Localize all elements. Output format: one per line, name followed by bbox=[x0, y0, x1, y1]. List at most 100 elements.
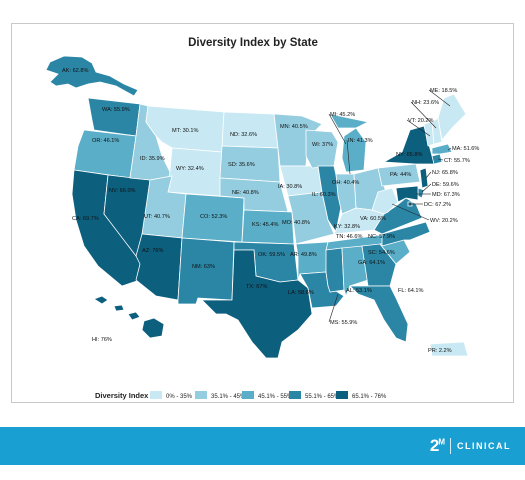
state-label-nh: NH: 23.6% bbox=[412, 100, 439, 106]
state-md bbox=[395, 185, 419, 203]
state-label-mn: MN: 40.5% bbox=[280, 124, 308, 130]
state-label-al: AL: 53.1% bbox=[346, 288, 372, 294]
map-legend: Diversity Index 0% - 35% 35.1% - 45% 45.1%… bbox=[95, 391, 387, 400]
state-label-fl: FL: 64.1% bbox=[398, 288, 424, 294]
state-label-nm: NM: 63% bbox=[192, 264, 215, 270]
state-va bbox=[373, 197, 423, 235]
state-label-dc: DC: 67.2% bbox=[424, 202, 451, 208]
state-label-nj: NJ: 65.8% bbox=[432, 170, 458, 176]
state-fl bbox=[349, 285, 409, 343]
state-label-hi: HI: 76% bbox=[92, 337, 112, 343]
state-mi bbox=[329, 113, 370, 173]
legend-label: 65.1% - 76% bbox=[352, 394, 387, 400]
legend-label: 0% - 35% bbox=[166, 394, 193, 400]
state-wy bbox=[167, 147, 223, 197]
state-nj bbox=[419, 167, 429, 189]
state-label-az: AZ: 76% bbox=[142, 248, 163, 254]
state-label-mt: MT: 30.1% bbox=[172, 128, 198, 134]
state-label-ky: KY: 32.8% bbox=[334, 224, 360, 230]
legend-label: 45.1% - 55% bbox=[258, 394, 293, 400]
state-me bbox=[437, 93, 467, 141]
leader-line-nh bbox=[410, 101, 437, 129]
leader-line-ma bbox=[447, 147, 452, 151]
legend-swatch bbox=[336, 391, 348, 399]
legend-title: Diversity Index bbox=[95, 391, 149, 400]
state-label-wa: WA: 55.9% bbox=[102, 107, 130, 113]
state-pa bbox=[377, 163, 421, 187]
state-label-md: MD: 67.3% bbox=[432, 192, 460, 198]
leader-line-wv bbox=[391, 203, 430, 221]
brand-mark: 2M bbox=[429, 436, 445, 455]
state-label-sc: SC: 54.6% bbox=[368, 250, 395, 256]
leader-line-me bbox=[428, 89, 451, 107]
state-nd bbox=[221, 111, 279, 149]
state-ct bbox=[431, 153, 443, 165]
state-label-wy: WY: 32.4% bbox=[176, 166, 204, 172]
brand-logo: 2M CLINICAL bbox=[430, 436, 511, 456]
state-label-ia: IA: 30.8% bbox=[278, 184, 302, 190]
state-label-in: IN: 41.3% bbox=[348, 138, 373, 144]
state-label-or: OR: 46.1% bbox=[92, 138, 119, 144]
brand-divider bbox=[450, 438, 451, 454]
state-label-mi: MI: 45.2% bbox=[330, 112, 355, 118]
state-label-me: ME: 18.5% bbox=[430, 88, 457, 94]
state-label-ct: CT: 55.7% bbox=[444, 158, 470, 164]
map-card: Diversity Index by State AK: 62.8% HI: 76… bbox=[11, 23, 514, 403]
state-label-pa: PA: 44% bbox=[390, 172, 411, 178]
legend-swatch bbox=[150, 391, 162, 399]
state-label-ga: GA: 64.1% bbox=[358, 260, 385, 266]
state-nc bbox=[381, 221, 431, 247]
state-ms bbox=[325, 247, 345, 293]
state-label-co: CO: 52.3% bbox=[200, 214, 227, 220]
state-label-ms: MS: 55.9% bbox=[330, 320, 357, 326]
leader-line-nj bbox=[425, 171, 432, 179]
state-de bbox=[417, 187, 425, 199]
state-nm bbox=[177, 237, 235, 305]
legend-swatch bbox=[289, 391, 301, 399]
state-hi bbox=[93, 295, 165, 339]
diversity-map: Diversity Index by State AK: 62.8% HI: 76… bbox=[45, 37, 479, 400]
leader-line-de bbox=[421, 183, 432, 193]
state-label-il: IL: 60.3% bbox=[312, 192, 336, 198]
state-label-vt: VT: 20.2% bbox=[408, 118, 434, 124]
state-ma bbox=[431, 143, 453, 155]
state-label-nc: NC: 57.9% bbox=[368, 234, 395, 240]
legend-swatch bbox=[242, 391, 254, 399]
state-label-de: DE: 59.6% bbox=[432, 182, 459, 188]
state-ak bbox=[45, 55, 139, 97]
state-label-wi: WI: 37% bbox=[312, 142, 333, 148]
footer-bar: 2M CLINICAL bbox=[0, 427, 525, 465]
leader-line-ct bbox=[437, 158, 444, 161]
state-label-nd: ND: 32.6% bbox=[230, 132, 257, 138]
leader-line-mi bbox=[328, 113, 347, 145]
state-label-pr: PR: 2.2% bbox=[428, 348, 452, 354]
state-label-oh: OH: 40.4% bbox=[332, 180, 359, 186]
state-wa bbox=[87, 97, 141, 137]
brand-wordmark: CLINICAL bbox=[457, 441, 511, 451]
state-label-ks: KS: 45.4% bbox=[252, 222, 278, 228]
state-label-ca: CA: 69.7% bbox=[72, 216, 99, 222]
state-label-nv: NV: 66.0% bbox=[109, 188, 136, 194]
map-title: Diversity Index by State bbox=[188, 37, 318, 49]
state-label-ut: UT: 40.7% bbox=[144, 214, 170, 220]
state-label-ne: NE: 40.8% bbox=[232, 190, 259, 196]
leader-line-in bbox=[346, 139, 351, 175]
state-pr bbox=[429, 341, 469, 357]
state-wv bbox=[371, 187, 399, 215]
state-ga bbox=[361, 243, 397, 287]
state-az bbox=[135, 233, 183, 301]
state-label-tx: TX: 67% bbox=[246, 284, 267, 290]
state-label-sd: SD: 35.6% bbox=[228, 162, 255, 168]
state-label-tn: TN: 46.6% bbox=[336, 234, 362, 240]
leader-line-ms bbox=[328, 293, 339, 323]
state-label-ak: AK: 62.8% bbox=[62, 68, 88, 74]
state-label-mo: MO: 40.8% bbox=[282, 220, 310, 226]
leader-line-vt bbox=[406, 119, 431, 137]
state-label-va: VA: 60.5% bbox=[360, 216, 386, 222]
state-wi bbox=[305, 129, 339, 169]
state-label-ar: AR: 49.8% bbox=[290, 252, 317, 258]
state-label-id: ID: 35.9% bbox=[140, 156, 165, 162]
state-nh bbox=[431, 117, 443, 145]
state-label-la: LA: 58.6% bbox=[288, 290, 314, 296]
state-label-ok: OK: 59.5% bbox=[258, 252, 285, 258]
